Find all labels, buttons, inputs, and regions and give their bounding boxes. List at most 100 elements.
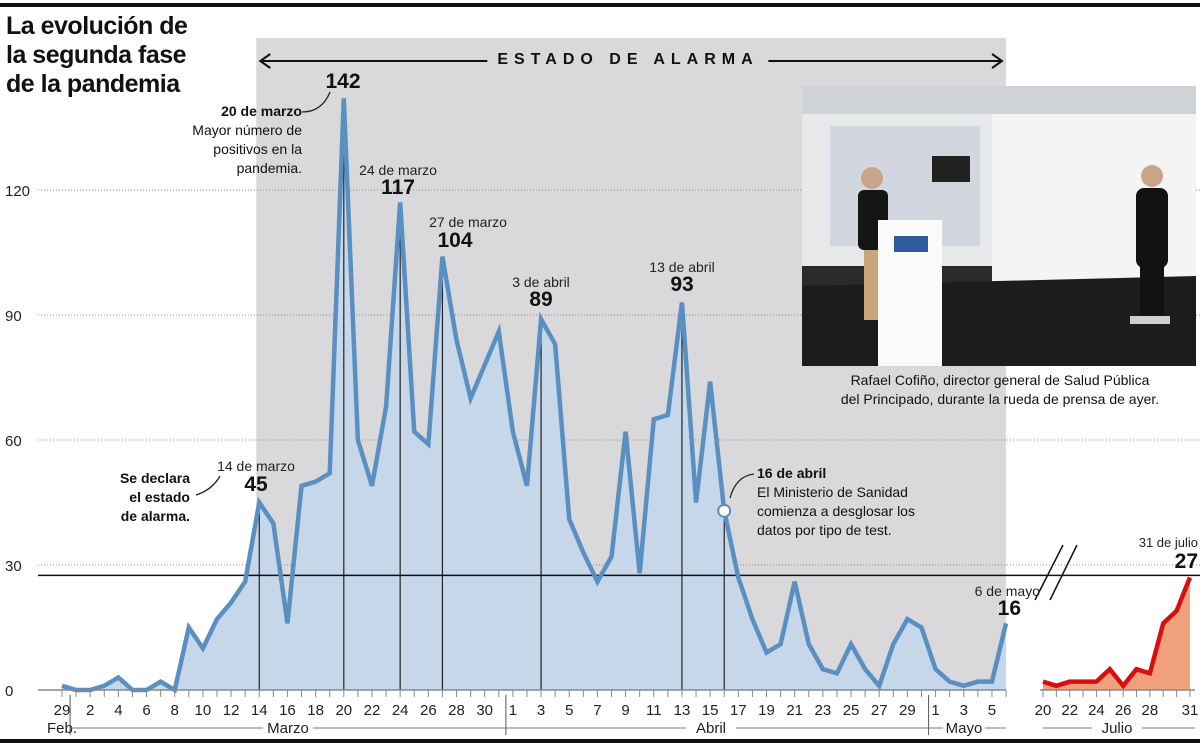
month-label: Julio [1102, 720, 1133, 737]
m27-value-label: 104 [437, 229, 473, 252]
x-tick-label: 5 [565, 702, 573, 719]
a16-note-line: El Ministerio de Sanidad [757, 484, 908, 500]
x-tick-label: 29 [54, 702, 71, 719]
x-tick-label: 20 [1035, 702, 1052, 719]
x-tick-label: 3 [537, 702, 545, 719]
m24-date-label: 24 de marzo [359, 162, 437, 178]
month-label: Feb. [47, 720, 77, 737]
x-tick-label: 31 [1182, 702, 1199, 719]
x-tick-label: 10 [195, 702, 212, 719]
spring-line [61, 98, 1009, 694]
x-tick-label: 7 [593, 702, 601, 719]
x-tick-label: 28 [448, 702, 465, 719]
a16-note: 16 de abril El Ministerio de Sanidad com… [757, 464, 915, 540]
may6-date-label: 6 de mayo [974, 583, 1040, 599]
x-tick-label: 28 [1142, 702, 1159, 719]
a16-note-line: datos por tipo de test. [757, 522, 892, 538]
x-tick-label: 8 [171, 702, 179, 719]
x-tick-label: 29 [899, 702, 916, 719]
a16-note-line: comienza a desglosar los [757, 503, 915, 519]
peak-note-line: positivos en la [213, 141, 302, 157]
axis-break-mark [1034, 544, 1064, 601]
photo-caption-line-1: Rafael Cofiño, director general de Salud… [850, 372, 1150, 388]
x-tick-label: 23 [815, 702, 832, 719]
arrow-right-icon [991, 53, 1004, 69]
x-tick-label: 17 [730, 702, 747, 719]
a13-value-label: 93 [670, 273, 694, 296]
top-rule [0, 3, 1200, 7]
alarm-note: Se declara el estado de alarma. [120, 469, 190, 526]
press-photo [802, 86, 1196, 366]
peak-date-label: 20 de marzo [221, 103, 302, 119]
month-label: Abril [696, 720, 726, 737]
photo-caption-line-2: del Principado, durante la rueda de pren… [840, 391, 1160, 407]
x-tick-label: 11 [646, 702, 662, 719]
y-tick-label: 0 [5, 683, 13, 700]
peak-note: 20 de marzo Mayor número de positivos en… [192, 102, 302, 178]
x-tick-label: 27 [871, 702, 888, 719]
month-label-bg [1092, 719, 1142, 737]
alarm-note-line: de alarma. [120, 508, 190, 524]
callout-arrow [301, 91, 331, 113]
arrow-left-icon [258, 53, 271, 69]
x-tick-label: 15 [702, 702, 719, 719]
x-tick-label: 6 [142, 702, 150, 719]
x-tick-label: 9 [621, 702, 629, 719]
y-tick-label: 60 [5, 433, 22, 450]
peak-note-line: Mayor número de [192, 122, 302, 138]
callout-arrow [195, 475, 221, 496]
april16-marker [717, 503, 732, 518]
y-tick-label: 90 [5, 308, 22, 325]
bottom-rule [0, 739, 1200, 743]
x-tick-label: 1 [509, 702, 517, 719]
band-label: ESTADO DE ALARMA [487, 51, 769, 69]
month-label-bg [686, 719, 736, 737]
x-tick-label: 4 [114, 702, 122, 719]
x-tick-label: 24 [392, 702, 409, 719]
x-tick-label: 22 [1061, 702, 1078, 719]
month-label-bg [263, 719, 313, 737]
x-tick-label: 30 [476, 702, 493, 719]
x-tick-label: 2 [86, 702, 94, 719]
x-tick-label: 22 [364, 702, 381, 719]
month-label: Marzo [267, 720, 309, 737]
x-tick-label: 5 [988, 702, 996, 719]
x-tick-label: 25 [843, 702, 860, 719]
m27-date-label: 27 de marzo [429, 214, 507, 230]
chart-title: La evolución de la segunda fase de la pa… [6, 12, 188, 98]
y-tick-label: 120 [5, 183, 30, 200]
x-tick-label: 13 [674, 702, 691, 719]
m24-value-label: 117 [381, 176, 415, 199]
x-tick-label: 14 [251, 702, 268, 719]
press-photo-image [802, 86, 1196, 366]
callout-arrow [729, 473, 755, 499]
x-tick-label: 26 [1115, 702, 1132, 719]
jul31-date-label: 31 de julio [1138, 535, 1198, 550]
may6-value-label: 16 [997, 597, 1021, 620]
x-tick-label: 16 [279, 702, 296, 719]
m14-date-label: 14 de marzo [217, 458, 295, 474]
x-tick-label: 19 [758, 702, 775, 719]
jul31-value-label: 27 [1174, 550, 1198, 573]
a3-value-label: 89 [529, 288, 553, 311]
month-label: Mayo [946, 720, 983, 737]
x-tick-label: 3 [960, 702, 968, 719]
x-tick-label: 20 [335, 702, 352, 719]
a13-date-label: 13 de abril [649, 259, 715, 275]
x-tick-label: 24 [1088, 702, 1105, 719]
x-tick-label: 18 [307, 702, 324, 719]
a16-date-label: 16 de abril [757, 465, 827, 481]
y-tick-label: 30 [5, 558, 22, 575]
summer-line [1042, 576, 1193, 690]
peak-value-label: 142 [325, 70, 361, 93]
summer-area [1043, 577, 1190, 690]
x-tick-label: 21 [786, 702, 803, 719]
m14-value-label: 45 [244, 473, 268, 496]
x-tick-label: 26 [420, 702, 437, 719]
peak-note-line: pandemia. [236, 160, 302, 176]
axis-break-mark [1049, 544, 1078, 601]
alarm-note-line: el estado [129, 489, 190, 505]
photo-caption: Rafael Cofiño, director general de Salud… [800, 371, 1200, 409]
month-label-bg [943, 719, 985, 737]
